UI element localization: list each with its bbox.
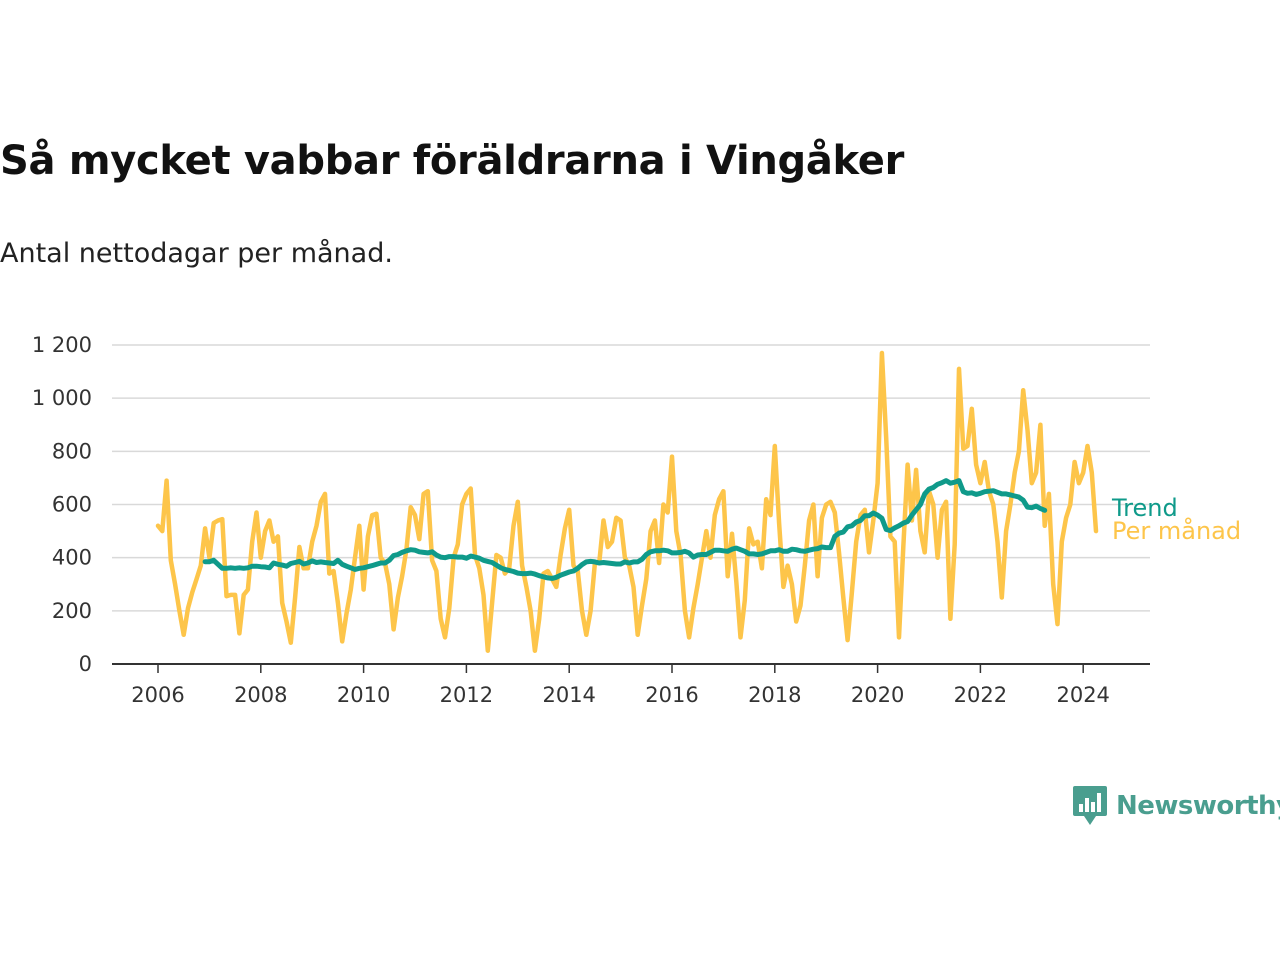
x-tick-label: 2018 [748, 683, 801, 707]
trend-series-line [202, 478, 1048, 581]
x-tick-label: 2016 [645, 683, 698, 707]
x-tick-label: 2006 [131, 683, 184, 707]
y-tick-label: 200 [52, 599, 92, 623]
bar-chart-speech-bubble-icon [1073, 786, 1107, 825]
y-axis-ticks: 0 200 400 600 800 1 000 1 200 [32, 333, 92, 676]
y-tick-label: 400 [52, 546, 92, 570]
y-tick-label: 0 [79, 652, 92, 676]
x-tick-label: 2010 [337, 683, 390, 707]
x-tick-label: 2022 [954, 683, 1007, 707]
x-tick-label: 2008 [234, 683, 287, 707]
y-tick-label: 600 [52, 493, 92, 517]
brand-name: Newsworthy [1116, 791, 1280, 821]
x-axis: 2006 2008 2010 2012 2014 2016 2018 2020 2022 2024 [112, 663, 1150, 707]
chart-subtitle: Antal nettodagar per månad. [0, 238, 393, 269]
monthly-series-label: Per månad [1112, 516, 1241, 545]
x-tick-label: 2024 [1056, 683, 1109, 707]
y-tick-label: 800 [52, 439, 92, 463]
brand-logo: Newsworthy [1072, 784, 1280, 828]
y-tick-label: 1 000 [32, 386, 92, 410]
chart-title: Så mycket vabbar föräldrarna i Vingåker [0, 138, 905, 184]
y-tick-label: 1 200 [32, 333, 92, 357]
x-tick-label: 2012 [440, 683, 493, 707]
series-lines [155, 350, 1099, 653]
trend-series-label: Trend [1111, 494, 1178, 522]
x-tick-label: 2014 [542, 683, 595, 707]
x-tick-label: 2020 [851, 683, 904, 707]
